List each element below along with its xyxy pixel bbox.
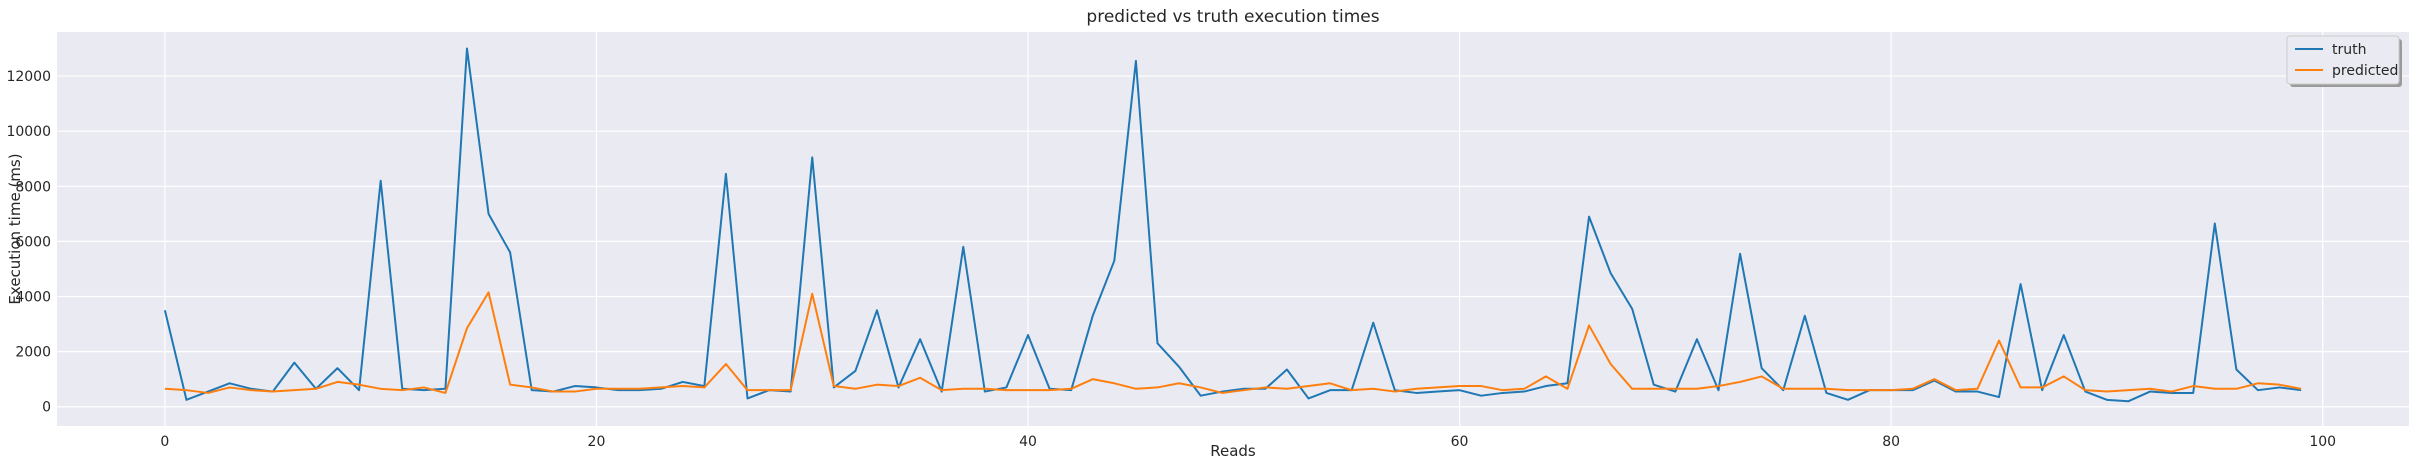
y-tick-label: 10000 xyxy=(6,124,51,140)
y-tick-label: 0 xyxy=(42,400,51,416)
x-tick-label: 80 xyxy=(1882,434,1900,450)
x-tick-label: 60 xyxy=(1451,434,1469,450)
y-tick-labels: 0 2000 4000 6000 8000 10000 12000 xyxy=(6,69,51,416)
y-axis-label: Execution time (ms) xyxy=(6,153,24,304)
y-tick-label: 8000 xyxy=(15,179,51,195)
x-tick-labels: 0 20 40 60 80 100 xyxy=(160,434,2336,450)
x-tick-label: 0 xyxy=(160,434,169,450)
legend-label-truth: truth xyxy=(2332,42,2366,58)
y-tick-label: 6000 xyxy=(15,234,51,250)
legend: truth predicted xyxy=(2286,35,2402,87)
plot-area-background xyxy=(57,32,2409,426)
series-line-predicted xyxy=(164,291,2302,394)
x-tick-label: 100 xyxy=(2309,434,2336,450)
chart-title: predicted vs truth execution times xyxy=(1086,7,1379,27)
x-tick-label: 40 xyxy=(1019,434,1037,450)
series-layer xyxy=(163,47,2302,403)
y-tick-label: 4000 xyxy=(15,290,51,306)
x-axis-label: Reads xyxy=(1210,442,1256,460)
y-tick-label: 2000 xyxy=(15,345,51,361)
x-tick-label: 20 xyxy=(588,434,606,450)
series-line-truth xyxy=(163,47,2302,403)
grid-lines xyxy=(57,32,2409,426)
legend-label-predicted: predicted xyxy=(2332,63,2398,79)
y-tick-label: 12000 xyxy=(6,69,51,85)
